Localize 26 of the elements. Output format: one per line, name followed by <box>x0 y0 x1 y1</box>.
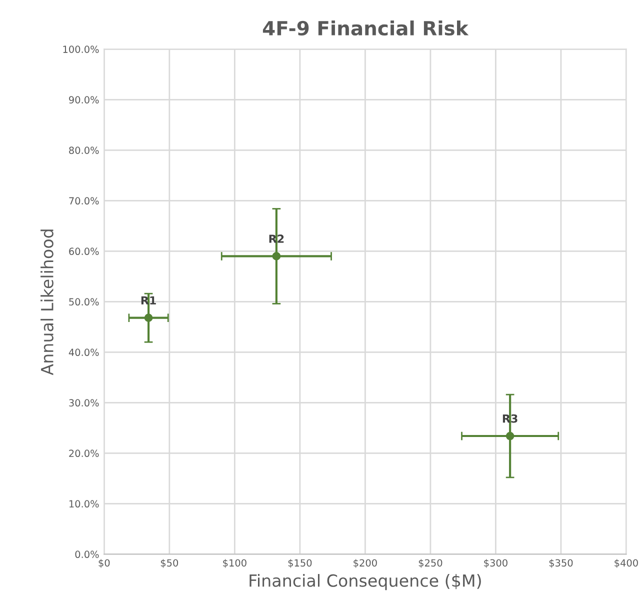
x-axis-title: Financial Consequence ($M) <box>250 574 481 590</box>
x-tick-label: $50 <box>160 559 178 568</box>
chart-title: 4F-9 Financial Risk <box>262 20 469 36</box>
point <box>272 252 281 260</box>
y-tick-label: 10.0% <box>69 500 99 508</box>
y-tick-label: 70.0% <box>69 197 99 205</box>
x-tick-label: $350 <box>549 559 573 568</box>
x-tick-label: $400 <box>614 559 638 568</box>
x-tick-label: $150 <box>288 559 312 568</box>
point <box>506 432 514 440</box>
y-tick-label: 0.0% <box>75 550 99 558</box>
y-tick-label: 60.0% <box>69 248 99 256</box>
x-tick-label: $0 <box>98 559 110 568</box>
point <box>144 314 153 322</box>
y-tick-label: 50.0% <box>69 298 99 306</box>
y-tick-label: 80.0% <box>69 146 99 154</box>
y-axis-title: Annual Likelihood <box>40 230 54 376</box>
y-tick-label: 100.0% <box>63 46 99 53</box>
x-tick-label: $100 <box>223 559 246 568</box>
x-tick-label: $250 <box>418 559 442 568</box>
x-tick-label: $200 <box>354 559 377 568</box>
y-tick-label: 30.0% <box>69 399 99 407</box>
y-tick-label: 40.0% <box>68 348 99 356</box>
x-tick-label: $300 <box>484 559 508 568</box>
y-tick-label: 90.0% <box>69 96 99 104</box>
y-tick-label: 20.0% <box>69 450 99 458</box>
